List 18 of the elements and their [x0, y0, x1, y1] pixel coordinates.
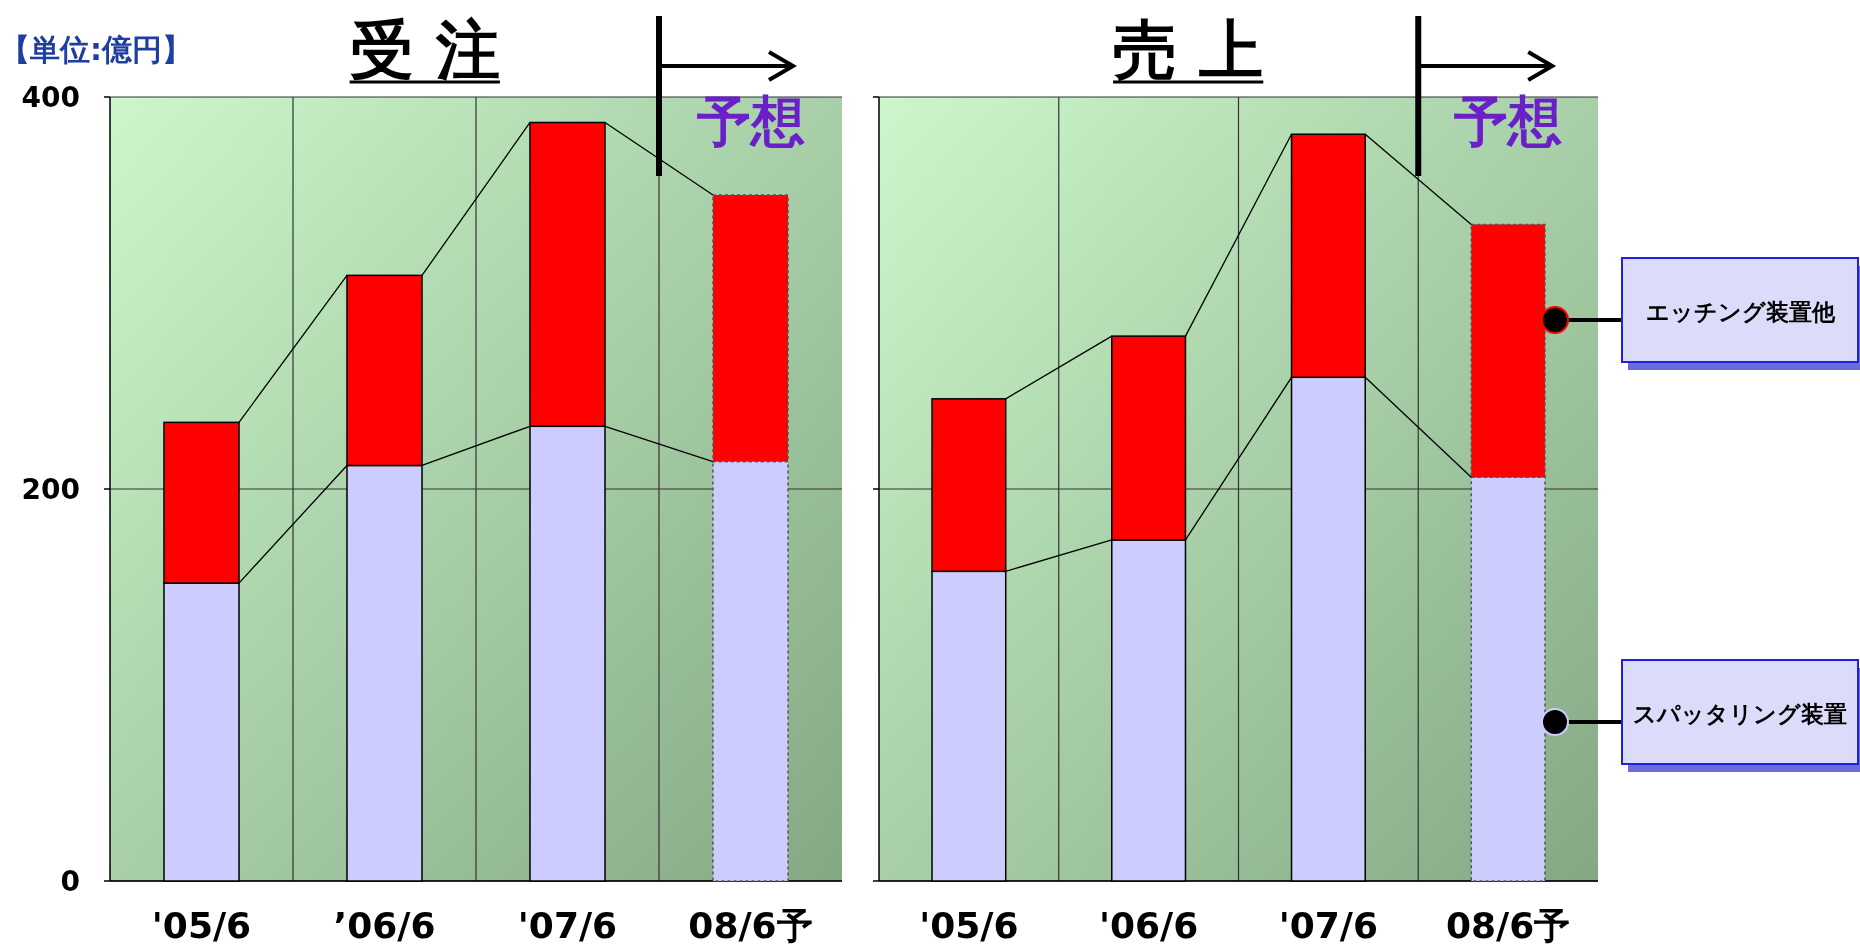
x-tick-label: '06/6: [1098, 905, 1199, 946]
y-tick-label: 0: [60, 865, 80, 898]
x-tick-label: '05/6: [151, 905, 252, 946]
text: 【単位:億円】: [0, 32, 192, 67]
chart-title: 売 上: [1113, 13, 1264, 87]
x-tick-label: '07/6: [1278, 905, 1379, 946]
legend-label: スパッタリング装置: [1633, 701, 1847, 727]
x-tick-label: 08/6予: [1445, 905, 1571, 946]
annotation: 予想: [696, 90, 805, 153]
annotation: 予想: [1454, 90, 1563, 153]
y-tick-label: 200: [21, 473, 80, 506]
x-tick-label: ’06/6: [333, 905, 436, 946]
x-tick-label: 08/6予: [688, 905, 813, 946]
y-tick-label: 400: [21, 81, 80, 114]
chart-title: 受 注: [349, 13, 500, 87]
x-tick-label: '05/6: [919, 905, 1019, 946]
x-tick-label: '07/6: [517, 905, 618, 946]
legend-label: エッチング装置他: [1645, 299, 1836, 325]
